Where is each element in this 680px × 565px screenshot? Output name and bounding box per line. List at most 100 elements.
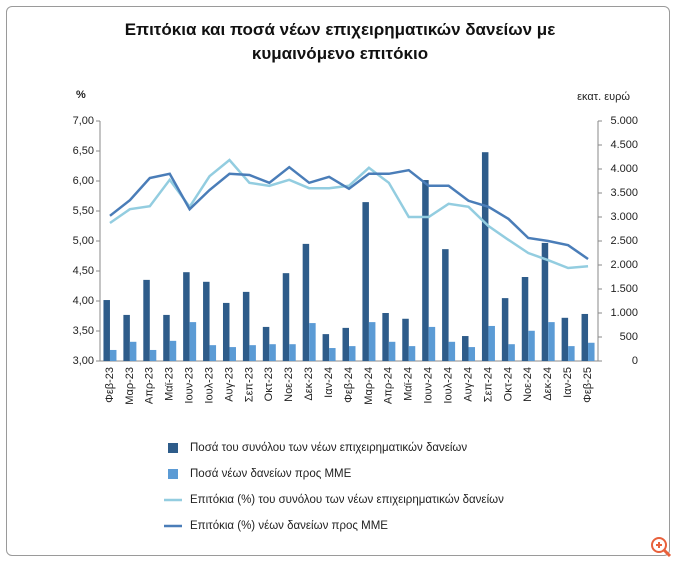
y-tick-label: 4,50	[73, 265, 94, 277]
y2-tick-label: 2.000	[610, 259, 638, 271]
x-tick-label: Μαρ-24	[363, 367, 375, 405]
x-tick-label: Μαρ-23	[124, 367, 136, 405]
bar	[123, 314, 130, 361]
x-tick-label: Οκτ-23	[263, 367, 275, 401]
bar	[521, 277, 529, 361]
y2-tick-label: 1.000	[610, 307, 638, 319]
bar	[428, 326, 436, 361]
bar	[368, 322, 376, 361]
bar	[402, 318, 409, 361]
bar	[163, 314, 170, 361]
chart-title: Επιτόκια και ποσά νέων επιχειρηματικών δ…	[124, 20, 556, 63]
x-tick-label: Σεπ-23	[243, 367, 255, 402]
bar	[203, 281, 210, 361]
bar	[408, 346, 416, 361]
y2-tick-label: 3.000	[610, 211, 638, 223]
x-tick-label: Δεκ-23	[303, 367, 315, 401]
bar	[462, 336, 469, 361]
bar	[322, 334, 330, 361]
x-tick-label: Ιουν-24	[423, 367, 435, 404]
y-tick-label: 6,50	[73, 145, 94, 157]
x-tick-label: Αυγ-23	[223, 367, 235, 402]
bar	[129, 341, 137, 361]
x-tick-label: Απρ-24	[383, 367, 395, 404]
bar	[382, 313, 389, 361]
bar	[342, 327, 349, 361]
x-tick-label: Μαϊ-24	[403, 367, 415, 401]
bar	[169, 340, 177, 361]
legend-swatch	[168, 469, 178, 479]
x-tick-label: Μαϊ-23	[164, 367, 176, 401]
x-tick-label: Φεβ-23	[104, 367, 116, 403]
legend-label: Ποσά του συνόλου των νέων επιχειρηματικώ…	[190, 442, 467, 454]
chart-frame	[6, 6, 670, 556]
x-tick-label: Ιουλ-23	[203, 367, 215, 404]
bar	[501, 298, 509, 361]
line	[109, 165, 589, 261]
legend-label: Επιτόκια (%) του συνόλου των νέων επιχει…	[190, 494, 504, 506]
y2-tick-label: 2.500	[610, 235, 638, 247]
bar	[103, 300, 110, 361]
y-axis-label: %	[76, 89, 86, 101]
bar	[581, 313, 589, 361]
y2-tick-label: 5.000	[610, 115, 638, 127]
bar	[541, 242, 549, 361]
y2-axis-label: εκατ. ευρώ	[577, 91, 630, 103]
legend-label: Ποσά νέων δανείων προς ΜΜΕ	[190, 468, 352, 480]
x-tick-label: Φεβ-25	[582, 367, 594, 403]
bar	[282, 273, 290, 361]
bar	[388, 341, 396, 361]
y2-tick-label: 0	[632, 355, 638, 367]
y-tick-label: 3,50	[73, 325, 94, 337]
y2-tick-label: 1.500	[610, 283, 638, 295]
x-tick-label: Νοε-24	[522, 367, 534, 402]
bar	[588, 342, 595, 361]
x-tick-label: Δεκ-24	[542, 367, 554, 401]
x-tick-label: Φεβ-24	[343, 367, 355, 403]
bar	[309, 323, 316, 361]
bar	[149, 349, 157, 361]
y2-tick-label: 4.000	[610, 163, 638, 175]
bar	[362, 202, 369, 361]
bar	[183, 272, 190, 361]
y-tick-label: 5,00	[73, 235, 94, 247]
bar	[269, 344, 276, 361]
y-tick-label: 5,50	[73, 205, 94, 217]
bar	[568, 346, 575, 361]
bar	[242, 291, 250, 361]
x-tick-label: Οκτ-24	[502, 367, 514, 401]
bar	[143, 279, 150, 361]
bar	[222, 302, 230, 361]
bar	[109, 349, 117, 361]
bar	[468, 347, 476, 361]
y2-tick-label: 500	[620, 331, 638, 343]
y-tick-label: 4,00	[73, 295, 94, 307]
bar	[229, 347, 236, 361]
y2-tick-label: 4.500	[610, 139, 638, 151]
x-tick-label: Ιαν-25	[562, 367, 574, 398]
y-tick-label: 6,00	[73, 175, 94, 187]
legend-label: Επιτόκια (%) νέων δανείων προς ΜΜΕ	[190, 520, 388, 532]
bar	[508, 344, 515, 361]
bar	[448, 341, 456, 361]
bar	[528, 330, 535, 361]
bar	[422, 180, 429, 361]
bar	[189, 322, 197, 361]
x-tick-label: Ιαν-24	[323, 367, 335, 398]
y-tick-label: 7,00	[73, 115, 94, 127]
bar	[329, 348, 336, 361]
bar	[302, 243, 310, 361]
bar	[488, 325, 495, 361]
zoom-icon[interactable]	[651, 537, 672, 558]
bar	[209, 345, 217, 361]
x-tick-label: Σεπ-24	[482, 367, 494, 402]
x-tick-label: Ιουλ-24	[443, 367, 455, 404]
legend-swatch	[168, 443, 178, 453]
bar	[442, 249, 449, 361]
bar	[349, 346, 356, 361]
y2-tick-label: 3.500	[610, 187, 638, 199]
bar	[561, 317, 569, 361]
bar	[262, 326, 270, 361]
